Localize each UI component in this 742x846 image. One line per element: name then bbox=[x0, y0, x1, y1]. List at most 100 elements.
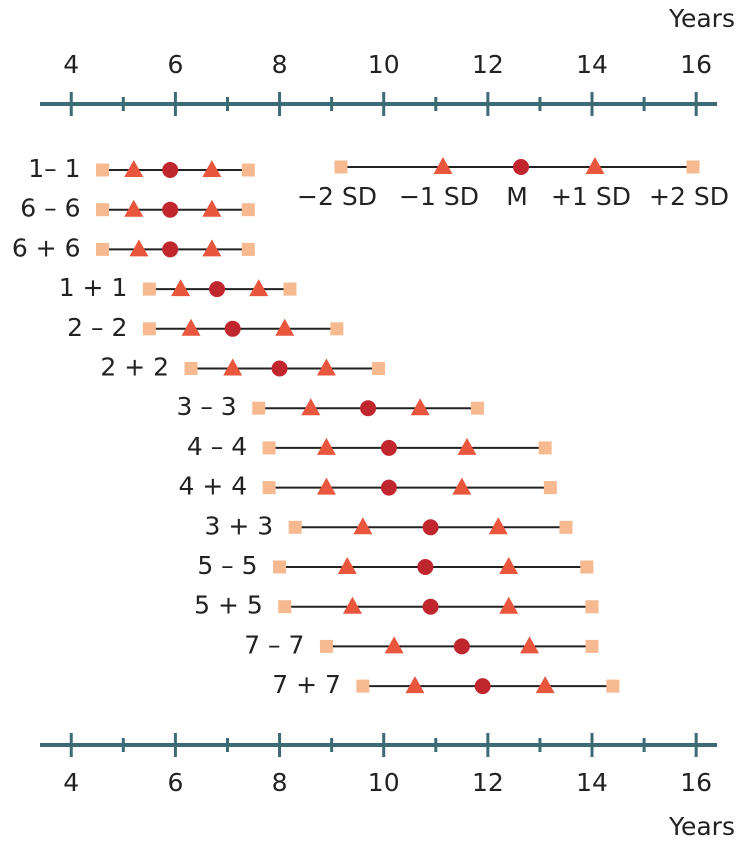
category-label: 2 + 2 bbox=[100, 353, 169, 382]
marker-circle bbox=[360, 400, 377, 417]
marker-square bbox=[241, 163, 255, 177]
x-tick-label: 8 bbox=[272, 50, 288, 79]
x-tick-label: 4 bbox=[63, 768, 79, 797]
marker-triangle bbox=[316, 477, 336, 495]
marker-square bbox=[142, 322, 156, 336]
category-label: 4 + 4 bbox=[178, 472, 247, 501]
marker-circle bbox=[162, 201, 179, 218]
marker-square bbox=[241, 242, 255, 256]
marker-triangle bbox=[342, 596, 362, 614]
legend-marker bbox=[513, 159, 529, 175]
marker-square bbox=[538, 441, 552, 455]
category-label: 5 + 5 bbox=[194, 591, 263, 620]
marker-triangle bbox=[171, 279, 191, 297]
marker-square bbox=[288, 520, 302, 534]
category-label: 4 – 4 bbox=[187, 432, 247, 461]
marker-circle bbox=[380, 439, 397, 456]
marker-triangle bbox=[452, 477, 472, 495]
marker-square bbox=[142, 282, 156, 296]
marker-square bbox=[262, 441, 276, 455]
marker-square bbox=[580, 560, 594, 574]
x-tick-label: 10 bbox=[368, 768, 400, 797]
category-label: 1– 1 bbox=[28, 154, 80, 183]
legend-marker bbox=[334, 160, 348, 174]
marker-circle bbox=[380, 479, 397, 496]
marker-square bbox=[283, 282, 297, 296]
category-label: 7 – 7 bbox=[244, 630, 304, 659]
x-tick-label: 16 bbox=[680, 50, 712, 79]
marker-circle bbox=[162, 162, 179, 178]
marker-triangle bbox=[337, 557, 357, 574]
marker-square bbox=[330, 322, 344, 336]
marker-square bbox=[273, 560, 287, 574]
marker-triangle bbox=[316, 358, 336, 376]
marker-square bbox=[543, 481, 557, 495]
marker-triangle bbox=[488, 517, 508, 535]
marker-circle bbox=[162, 241, 179, 258]
marker-triangle bbox=[202, 160, 222, 177]
x-axis-label-bottom: Years bbox=[668, 812, 735, 841]
marker-square bbox=[585, 600, 599, 614]
marker-triangle bbox=[499, 557, 519, 574]
marker-circle bbox=[417, 559, 434, 575]
x-tick-label: 12 bbox=[472, 768, 504, 797]
marker-square bbox=[252, 401, 266, 415]
marker-square bbox=[95, 163, 109, 177]
marker-square bbox=[262, 481, 276, 495]
marker-square bbox=[585, 639, 599, 653]
category-label: 3 + 3 bbox=[205, 511, 274, 540]
marker-circle bbox=[422, 519, 439, 536]
x-tick-label: 4 bbox=[63, 50, 79, 79]
category-label: 6 – 6 bbox=[20, 194, 80, 223]
marker-circle bbox=[453, 638, 470, 655]
x-tick-label: 14 bbox=[576, 50, 608, 79]
legend-label: −2 SD bbox=[297, 182, 377, 211]
marker-triangle bbox=[384, 636, 404, 654]
legend-label: +1 SD bbox=[551, 182, 631, 211]
legend-marker bbox=[585, 157, 605, 174]
marker-triangle bbox=[457, 437, 477, 455]
category-label: 7 + 7 bbox=[272, 670, 341, 699]
marker-circle bbox=[422, 598, 439, 615]
marker-triangle bbox=[124, 199, 144, 217]
x-tick-label: 6 bbox=[167, 50, 183, 79]
marker-square bbox=[606, 679, 620, 693]
marker-triangle bbox=[353, 517, 373, 535]
marker-triangle bbox=[129, 239, 149, 257]
marker-square bbox=[559, 520, 573, 534]
legend-label: M bbox=[506, 182, 528, 211]
marker-triangle bbox=[223, 358, 243, 376]
marker-circle bbox=[224, 320, 241, 337]
x-tick-label: 16 bbox=[680, 768, 712, 797]
marker-triangle bbox=[249, 279, 269, 297]
x-tick-label: 8 bbox=[272, 768, 288, 797]
marker-square bbox=[470, 401, 484, 415]
marker-circle bbox=[271, 360, 288, 377]
marker-triangle bbox=[275, 318, 295, 336]
marker-square bbox=[95, 242, 109, 256]
category-label: 3 – 3 bbox=[177, 392, 237, 421]
marker-triangle bbox=[301, 398, 321, 416]
marker-triangle bbox=[405, 676, 425, 694]
marker-triangle bbox=[535, 676, 555, 694]
legend-marker bbox=[686, 160, 700, 174]
category-label: 2 – 2 bbox=[67, 313, 127, 342]
x-tick-label: 10 bbox=[368, 50, 400, 79]
legend-label: +2 SD bbox=[649, 182, 729, 211]
x-tick-label: 6 bbox=[167, 768, 183, 797]
marker-circle bbox=[209, 281, 226, 298]
x-tick-label: 12 bbox=[472, 50, 504, 79]
legend-marker bbox=[433, 157, 453, 174]
marker-triangle bbox=[520, 636, 540, 654]
marker-circle bbox=[474, 678, 491, 695]
marker-square bbox=[356, 679, 370, 693]
legend-label: −1 SD bbox=[399, 182, 479, 211]
category-label: 6 + 6 bbox=[12, 233, 81, 262]
marker-square bbox=[241, 203, 255, 217]
category-label: 5 – 5 bbox=[197, 551, 257, 580]
category-label: 1 + 1 bbox=[59, 273, 128, 302]
marker-triangle bbox=[410, 398, 430, 416]
marker-triangle bbox=[499, 596, 519, 614]
x-axis-label-top: Years bbox=[668, 4, 735, 33]
